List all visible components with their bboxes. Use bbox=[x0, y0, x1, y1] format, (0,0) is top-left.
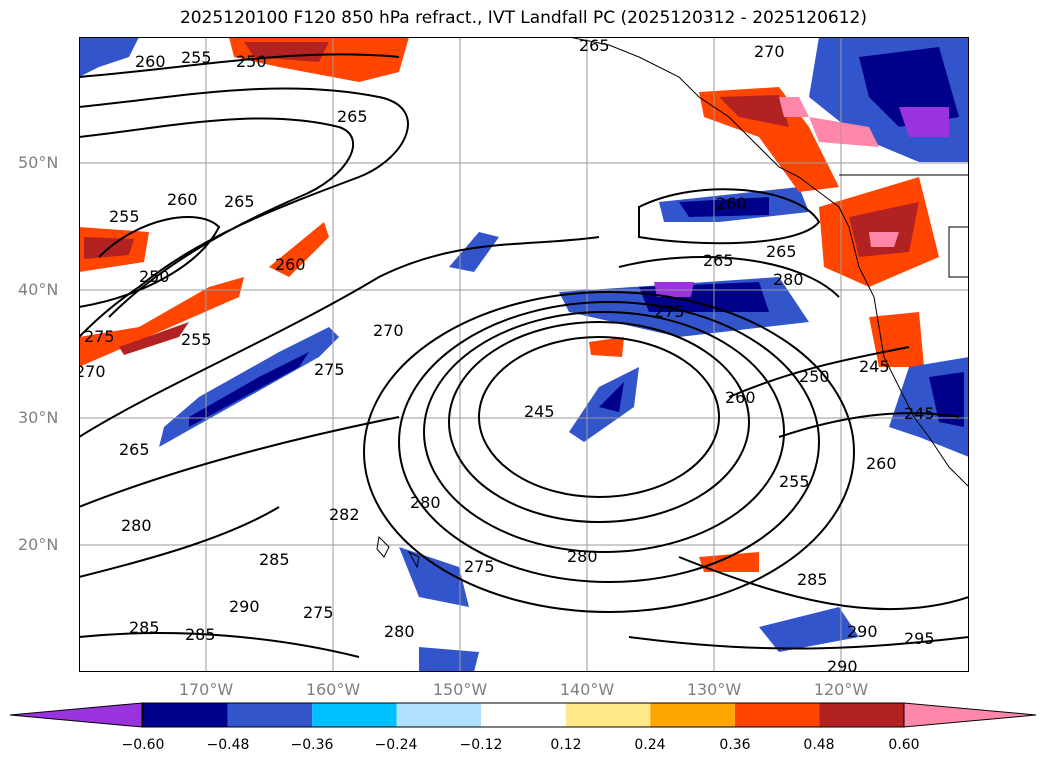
colorbar-tick: 0.36 bbox=[719, 737, 751, 753]
graticule bbox=[79, 37, 969, 672]
contour-label: 290 bbox=[229, 597, 260, 616]
contour-label: 260 bbox=[135, 52, 166, 71]
contour-label: 280 bbox=[384, 622, 415, 641]
contour-label: 245 bbox=[859, 357, 890, 376]
contour-label: 255 bbox=[181, 48, 212, 67]
lat-label: 40°N bbox=[18, 280, 59, 299]
contour-label: 260 bbox=[716, 194, 747, 213]
contour-label: 285 bbox=[185, 625, 216, 644]
contour-label: 255 bbox=[779, 472, 810, 491]
contour-label: 265 bbox=[703, 251, 734, 270]
contour-label: 250 bbox=[139, 267, 170, 286]
contour-label: 275 bbox=[303, 603, 334, 622]
contour-labels: 260 255 250 265 265 270 255 260 265 250 … bbox=[79, 37, 935, 672]
colorbar-tick: −0.24 bbox=[374, 737, 418, 753]
coastline bbox=[376, 37, 969, 569]
contour-label: 255 bbox=[181, 330, 212, 349]
lon-label: 150°W bbox=[432, 680, 488, 699]
colorbar-segment bbox=[734, 703, 820, 727]
colorbar-segment bbox=[227, 703, 313, 727]
contour-label: 285 bbox=[129, 618, 160, 637]
contour-label: 260 bbox=[167, 190, 198, 209]
lon-label: 170°W bbox=[178, 680, 234, 699]
contour-label: 250 bbox=[236, 52, 267, 71]
colorbar-tick: −0.36 bbox=[290, 737, 334, 753]
colorbar-max-extension bbox=[903, 702, 1037, 728]
contour-label: 295 bbox=[904, 629, 935, 648]
contour-label: 245 bbox=[524, 402, 555, 421]
contour-label: 270 bbox=[373, 321, 404, 340]
contour-label: 265 bbox=[224, 192, 255, 211]
colorbar-tick: 0.48 bbox=[803, 737, 835, 753]
lat-label: 30°N bbox=[18, 408, 59, 427]
contour-label: 270 bbox=[754, 42, 785, 61]
colorbar-min-extension bbox=[10, 702, 143, 728]
lon-label: 160°W bbox=[305, 680, 361, 699]
contour-label: 265 bbox=[766, 242, 797, 261]
colorbar-segment bbox=[143, 703, 228, 727]
map-title: 2025120100 F120 850 hPa refract., IVT La… bbox=[179, 8, 867, 28]
colorbar bbox=[10, 702, 1037, 728]
lat-label: 50°N bbox=[18, 153, 59, 172]
contour-label: 260 bbox=[725, 388, 756, 407]
colorbar-tick: 0.12 bbox=[550, 737, 582, 753]
contour-label: 245 bbox=[904, 404, 935, 423]
contour-label: 265 bbox=[337, 107, 368, 126]
colorbar-segment bbox=[819, 703, 904, 727]
contour-label: 275 bbox=[654, 302, 685, 321]
contour-label: 290 bbox=[827, 657, 858, 672]
contour-label: 280 bbox=[567, 547, 598, 566]
colorbar-segment bbox=[565, 703, 651, 727]
contour-label: 265 bbox=[579, 37, 610, 55]
contour-label: 280 bbox=[121, 516, 152, 535]
refractivity-contours bbox=[79, 53, 969, 658]
map-panel: 260 255 250 265 265 270 255 260 265 250 … bbox=[79, 37, 969, 672]
colorbar-segment bbox=[481, 703, 566, 727]
lat-label: 20°N bbox=[18, 535, 59, 554]
contour-label: 255 bbox=[109, 207, 140, 226]
colorbar-tick: −0.12 bbox=[459, 737, 503, 753]
contour-label: 275 bbox=[84, 327, 115, 346]
colorbar-segment bbox=[312, 703, 397, 727]
ivt-shading bbox=[79, 37, 969, 672]
contour-label: 280 bbox=[773, 270, 804, 289]
contour-label: 275 bbox=[464, 557, 495, 576]
contour-label: 285 bbox=[797, 570, 828, 589]
colorbar-tick: −0.48 bbox=[206, 737, 250, 753]
contour-label: 285 bbox=[259, 550, 290, 569]
contour-label: 290 bbox=[847, 622, 878, 641]
contour-label: 280 bbox=[410, 493, 441, 512]
colorbar-segment bbox=[396, 703, 482, 727]
contour-label: 260 bbox=[866, 454, 897, 473]
colorbar-tick: 0.60 bbox=[888, 737, 920, 753]
lon-label: 140°W bbox=[559, 680, 615, 699]
colorbar-tick: −0.60 bbox=[121, 737, 165, 753]
contour-label: 270 bbox=[79, 362, 106, 381]
colorbar-segment bbox=[650, 703, 735, 727]
lon-label: 130°W bbox=[686, 680, 742, 699]
contour-label: 282 bbox=[329, 505, 360, 524]
colorbar-tick: 0.24 bbox=[634, 737, 666, 753]
contour-label: 275 bbox=[314, 360, 345, 379]
contour-label: 265 bbox=[119, 440, 150, 459]
contour-label: 260 bbox=[275, 255, 306, 274]
contour-label: 250 bbox=[799, 367, 830, 386]
lon-label: 120°W bbox=[813, 680, 869, 699]
map-plot: 260 255 250 265 265 270 255 260 265 250 … bbox=[79, 37, 969, 672]
